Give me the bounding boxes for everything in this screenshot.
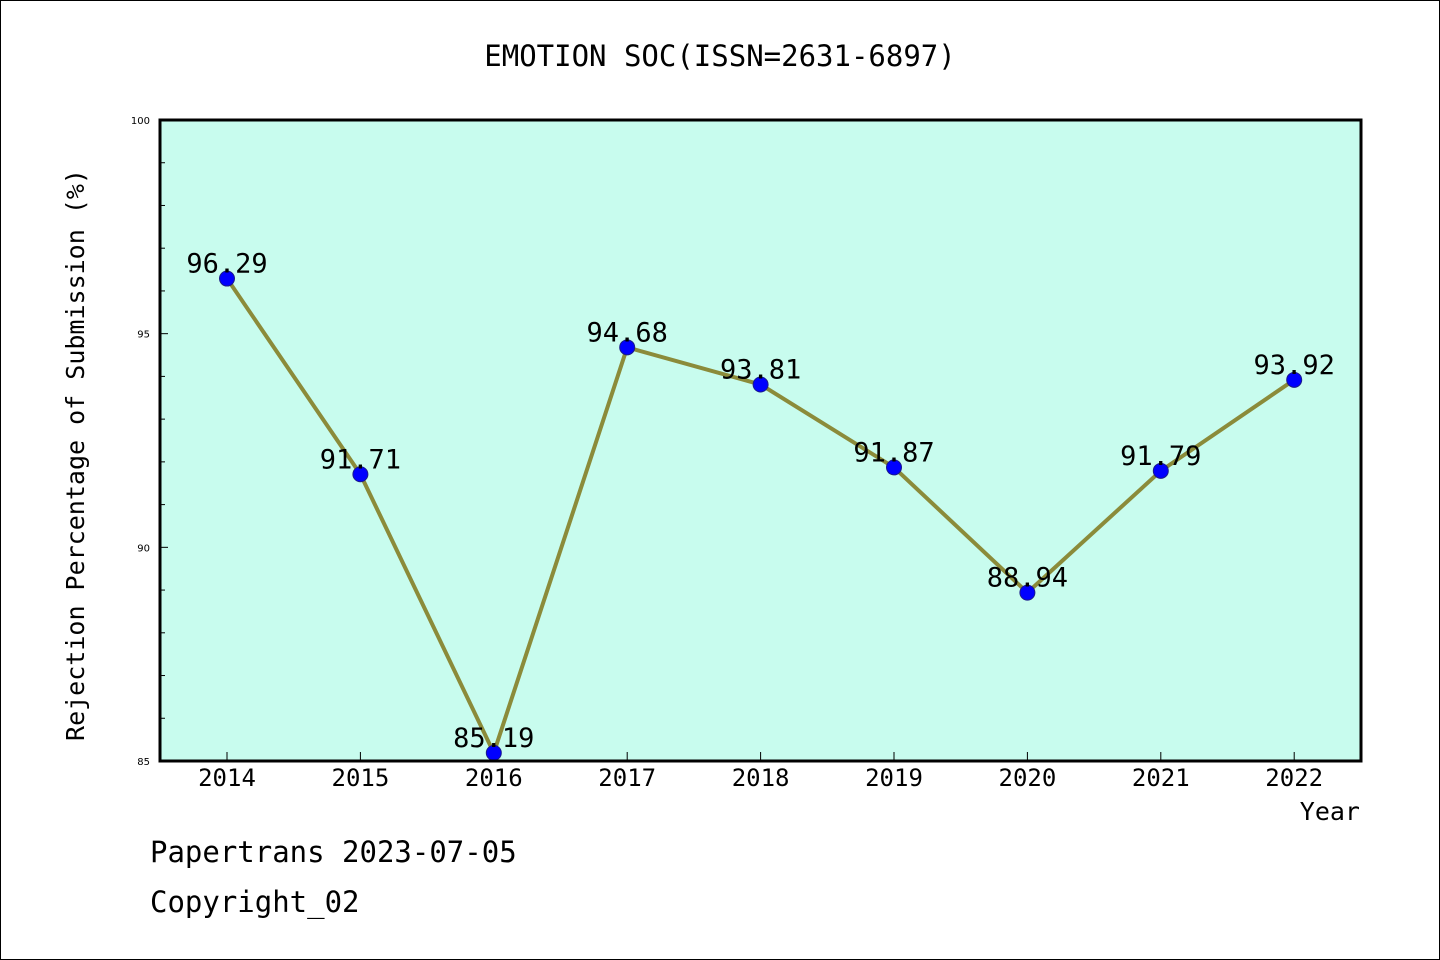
y-tick-label: 90 <box>137 543 150 554</box>
x-axis-label: Year <box>1300 797 1360 826</box>
data-label: 91.79 <box>1120 441 1201 472</box>
data-label: 91.71 <box>320 444 401 475</box>
x-tick-label: 2019 <box>865 764 923 792</box>
y-axis-label: Rejection Percentage of Submission (%) <box>61 169 90 741</box>
x-tick-label: 2020 <box>999 764 1057 792</box>
data-label: 88.94 <box>987 563 1068 594</box>
data-label: 94.68 <box>587 317 668 348</box>
data-label: 96.29 <box>186 249 267 280</box>
data-label: 93.92 <box>1254 350 1335 381</box>
y-tick-label: 85 <box>137 757 150 768</box>
data-label: 85.19 <box>453 723 534 754</box>
series-rejection <box>219 270 1303 761</box>
footer-date: Papertrans 2023-07-05 <box>150 835 517 869</box>
data-label: 91.87 <box>853 437 934 468</box>
data-point <box>752 376 769 393</box>
y-tick-label: 100 <box>131 116 150 127</box>
data-point <box>352 466 369 483</box>
data-point <box>1019 584 1036 601</box>
data-point <box>1286 371 1303 388</box>
chart-title: EMOTION SOC(ISSN=2631-6897) <box>484 39 955 73</box>
data-point <box>886 459 902 476</box>
x-axis: 2014 2015 2016 2017 2018 2019 2020 2021 2022 <box>198 752 1323 792</box>
plot-border <box>158 118 1363 763</box>
x-tick-label: 2017 <box>598 764 656 792</box>
data-point <box>619 339 636 356</box>
x-tick-label: 2022 <box>1265 764 1323 792</box>
footer-copyright: Copyright_02 <box>150 885 360 919</box>
x-tick-label: 2016 <box>465 764 523 792</box>
data-point <box>219 270 235 287</box>
x-tick-label: 2015 <box>332 764 390 792</box>
x-tick-label: 2018 <box>732 764 790 792</box>
x-tick-label: 2014 <box>198 764 256 792</box>
data-point <box>1152 462 1169 479</box>
data-label: 93.81 <box>720 355 801 386</box>
y-tick-label: 95 <box>137 330 150 341</box>
plot-area <box>160 120 1361 761</box>
data-labels: 96.29 91.71 85.19 94.68 93.81 91.87 88.94 91.79… <box>186 249 1334 754</box>
x-tick-label: 2021 <box>1132 764 1190 792</box>
